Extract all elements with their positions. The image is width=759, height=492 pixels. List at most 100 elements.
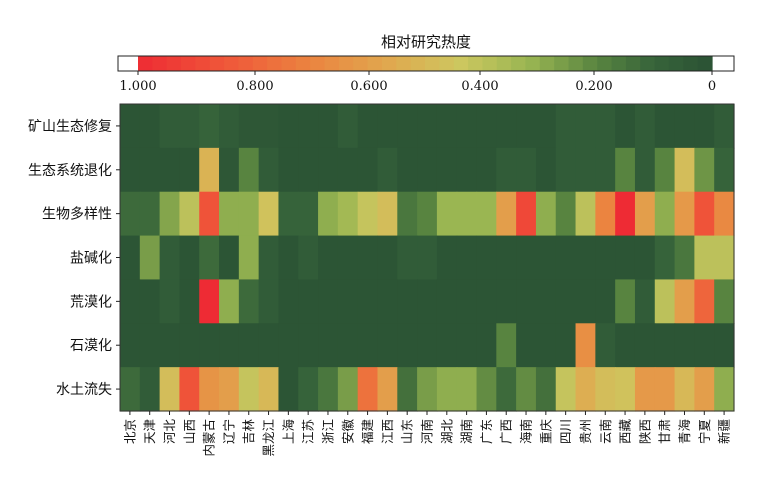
heatmap-cell [595, 323, 616, 368]
colorbar-segment [496, 56, 512, 71]
heatmap-cell [238, 191, 260, 237]
column-label: 广西 [499, 419, 514, 444]
heatmap-cell [535, 323, 557, 368]
heatmap-cell [595, 235, 616, 281]
heatmap-cell [357, 367, 379, 412]
heatmap-cell [555, 147, 577, 193]
column-label: 天津 [142, 419, 157, 444]
heatmap-cell [397, 191, 418, 237]
heatmap-cell [654, 323, 676, 368]
colorbar-segment [468, 56, 483, 71]
heatmap-cell [377, 191, 398, 237]
heatmap-cell [714, 235, 735, 281]
colorbar-segment [238, 56, 254, 71]
heatmap-cell [238, 367, 260, 412]
heatmap-cell [575, 191, 596, 237]
colorbar-segment [511, 56, 527, 71]
column-label: 云南 [598, 419, 613, 444]
colorbar-segment [367, 56, 383, 71]
heatmap-cell [634, 323, 656, 368]
colorbar-segment [209, 56, 225, 71]
colorbar-segment [425, 56, 440, 71]
heatmap-cell [337, 191, 359, 237]
column-label: 辽宁 [221, 419, 236, 444]
colorbar-segment [640, 56, 656, 71]
row-label: 盐碱化 [70, 251, 112, 267]
heatmap-cell [120, 104, 141, 149]
heatmap-cell [120, 323, 141, 368]
colorbar-tick-label: 0.800 [236, 79, 273, 94]
heatmap-grid [120, 104, 735, 412]
colorbar-segment [568, 56, 584, 71]
row-label: 荒漠化 [70, 294, 112, 310]
heatmap-cell [476, 191, 497, 237]
heatmap-cell [298, 367, 319, 412]
colorbar-segment [396, 56, 412, 71]
heatmap-cell [417, 323, 438, 368]
heatmap-cell [199, 367, 220, 412]
heatmap-cell [417, 235, 438, 281]
heatmap-cell [654, 367, 676, 412]
heatmap-cell [139, 104, 161, 149]
row-label: 水土流失 [56, 382, 112, 398]
heatmap-cell [634, 235, 656, 281]
heatmap-cell [417, 279, 438, 324]
heatmap-cell [674, 147, 695, 193]
heatmap-cell [199, 279, 220, 324]
heatmap-cell [575, 104, 596, 149]
heatmap-cell [476, 279, 497, 324]
heatmap-cell [714, 367, 735, 412]
heatmap-cell [575, 323, 596, 368]
heatmap-cell [120, 367, 141, 412]
heatmap-cell [219, 323, 240, 368]
heatmap-cell [496, 235, 517, 281]
heatmap-cell [139, 323, 161, 368]
heatmap-cell [575, 147, 596, 193]
heatmap-cell [436, 235, 458, 281]
column-label: 山西 [182, 419, 197, 444]
heatmap-cell [397, 104, 418, 149]
colorbar-segment [310, 56, 326, 71]
heatmap-cell [496, 279, 517, 324]
heatmap-cell [555, 279, 577, 324]
colorbar-segment [453, 56, 469, 71]
heatmap-cell [357, 323, 379, 368]
heatmap-cell [238, 147, 260, 193]
heatmap-cell [694, 367, 715, 412]
heatmap-cell [496, 147, 517, 193]
heatmap-cell [179, 235, 200, 281]
heatmap-cell [377, 104, 398, 149]
colorbar-segment [252, 56, 268, 71]
heatmap-cell [535, 104, 557, 149]
heatmap-cell [238, 235, 260, 281]
colorbar-segment [611, 56, 627, 71]
colorbar-segment [152, 56, 168, 71]
heatmap-cell [159, 104, 181, 149]
heatmap-cell [337, 104, 359, 149]
heatmap-cell [318, 279, 339, 324]
heatmap-cell [179, 191, 200, 237]
column-label: 山东 [400, 419, 415, 444]
heatmap-cell [258, 367, 280, 412]
heatmap-cell [714, 279, 735, 324]
heatmap-cell [278, 279, 299, 324]
heatmap-cell [595, 367, 616, 412]
heatmap-cell [456, 104, 478, 149]
heatmap-cell [436, 323, 458, 368]
heatmap-cell [179, 323, 200, 368]
colorbar-tick-label: 0.600 [350, 79, 387, 94]
heatmap-cell [120, 191, 141, 237]
heatmap-cell [535, 191, 557, 237]
row-label: 矿山生态修复 [28, 118, 112, 135]
heatmap-cell [258, 191, 280, 237]
heatmap-cell [436, 191, 458, 237]
heatmap-cell [456, 191, 478, 237]
row-label: 生态系统退化 [28, 163, 112, 179]
heatmap-cell [654, 104, 676, 149]
heatmap-cell [337, 147, 359, 193]
column-label: 四川 [558, 419, 573, 444]
heatmap-cell [219, 235, 240, 281]
heatmap-cell [595, 104, 616, 149]
column-label: 吉林 [241, 419, 256, 445]
colorbar-segment [166, 56, 182, 71]
